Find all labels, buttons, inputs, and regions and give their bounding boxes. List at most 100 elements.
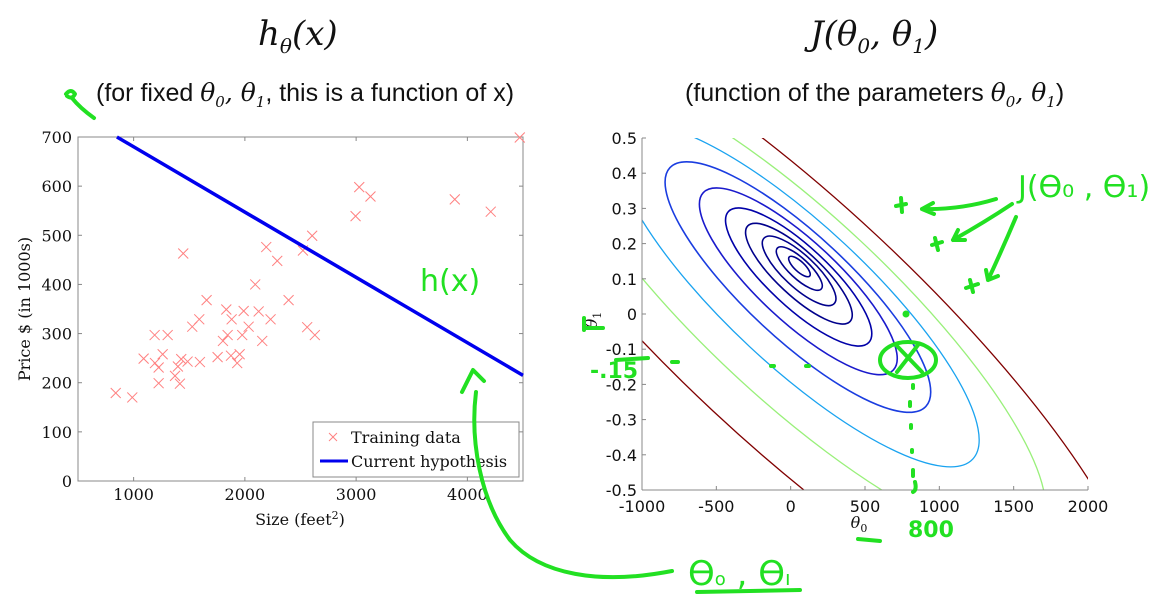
y-tick-label: 0.4 <box>612 164 637 183</box>
right-subtitle-math: θ0, θ1 <box>990 78 1056 111</box>
training-point <box>157 348 169 360</box>
training-point <box>175 353 187 365</box>
right-subtitle-text-end: ) <box>1055 79 1065 107</box>
x-tick-label: 2000 <box>1068 497 1109 516</box>
x-tick-label: 0 <box>786 497 796 516</box>
x-tick-label: -500 <box>698 497 734 516</box>
ink-dashed-guide-h <box>670 360 811 368</box>
training-point <box>449 194 461 205</box>
y-tick-label: 100 <box>41 423 72 442</box>
left-subtitle-text-end: , this is a function of x) <box>265 79 515 107</box>
training-point <box>226 313 237 325</box>
contour-level <box>642 138 1047 490</box>
ink-x-current-point <box>894 343 924 374</box>
training-point <box>212 351 223 363</box>
training-point <box>186 321 198 333</box>
ink-arrow-1 <box>920 197 998 216</box>
contour-level <box>787 255 812 278</box>
legend-hypothesis-label: Current hypothesis <box>351 452 507 471</box>
y-tick-label: 400 <box>41 275 72 294</box>
ink-theta-label: ϴo , ϴı <box>688 554 791 594</box>
training-point <box>350 210 361 222</box>
right-axis-ticks: -1000 -500 0 500 1000 1500 2000 -0.5 -0.4 -0.3 -0.… <box>606 129 1109 516</box>
contour-level <box>775 246 824 292</box>
training-point <box>249 279 261 290</box>
training-data-points <box>110 132 526 403</box>
ink-theta0-underline <box>856 537 882 543</box>
training-point <box>222 329 233 341</box>
x-tick-label: 3000 <box>336 485 377 504</box>
y-tick-label: -0.2 <box>606 375 637 394</box>
y-tick-label: 200 <box>41 374 72 393</box>
training-point <box>234 348 245 360</box>
contour-level <box>642 138 980 468</box>
training-point <box>177 248 189 259</box>
ink-theta1-underline <box>582 316 605 332</box>
x-tick-label: 1000 <box>919 497 960 516</box>
legend-training-marker <box>328 432 338 442</box>
y-tick-label: 0 <box>627 305 637 324</box>
training-point <box>201 294 212 306</box>
ink-minus-015-label: -.15 <box>590 359 638 384</box>
training-point <box>365 191 376 202</box>
contour-level <box>724 207 873 347</box>
ink-x-mark-3 <box>964 278 980 294</box>
contour-level <box>698 187 899 376</box>
training-point <box>149 357 161 369</box>
y-tick-label: 600 <box>41 177 72 196</box>
training-point <box>225 350 237 362</box>
y-tick-label: -0.3 <box>606 411 637 430</box>
ink-theta-underline <box>695 588 802 594</box>
contour-level <box>744 222 854 325</box>
training-point <box>126 392 138 403</box>
training-point <box>220 304 232 315</box>
right-title: J(θ0, θ1) <box>810 14 939 58</box>
training-point <box>194 356 206 368</box>
y-tick-label: 0.3 <box>612 199 637 218</box>
training-point <box>271 255 283 267</box>
training-point <box>153 377 165 389</box>
cost-contour-plot: -1000 -500 0 500 1000 1500 2000 -0.5 -0.4 -0.3 -0.… <box>582 129 1109 535</box>
legend-box <box>312 421 520 478</box>
ink-curved-arrow <box>472 390 674 580</box>
x-tick-label: 4000 <box>447 485 488 504</box>
y-tick-label: 500 <box>41 226 72 245</box>
training-point <box>485 206 497 218</box>
x-tick-label: 500 <box>850 497 881 516</box>
left-title: hθ(x) <box>258 14 338 58</box>
ink-arrow-2 <box>951 202 1014 242</box>
training-point <box>169 370 181 382</box>
right-subtitle: (function of the parameters θ0, θ1) <box>685 78 1064 111</box>
ink-annotations: h(x) ϴo , ϴı 800 -.15 J(ϴ₀ , ϴ₁) <box>64 89 1150 594</box>
y-tick-label: 700 <box>41 128 72 147</box>
right-x-axis-label: θ0 <box>851 513 868 535</box>
training-point <box>217 335 229 347</box>
training-point <box>283 294 294 306</box>
ink-x-mark-1 <box>894 196 908 214</box>
training-point <box>138 353 149 364</box>
ink-dashed-guide-v <box>908 383 918 494</box>
training-point <box>231 357 243 369</box>
training-point <box>306 230 318 242</box>
training-point <box>243 321 255 333</box>
y-tick-label: -0.4 <box>606 446 637 465</box>
left-axis-ticks: 1000 2000 3000 4000 0 100 200 300 400 500 600 700 <box>41 128 523 504</box>
ink-x-mark-2 <box>930 236 944 252</box>
training-point <box>260 241 272 253</box>
hypothesis-scatter-plot: 1000 2000 3000 4000 0 100 200 300 400 500 600 700 S… <box>15 128 526 529</box>
training-point <box>172 361 184 372</box>
contour-lines <box>642 138 1088 490</box>
ink-dash-1 <box>614 356 650 362</box>
ink-h-of-x: h(x) <box>420 264 480 299</box>
training-point <box>309 329 321 341</box>
contour-level <box>642 138 1088 490</box>
y-tick-label: 0.1 <box>612 270 637 289</box>
ink-arrow-3 <box>984 215 1018 282</box>
training-point <box>514 132 526 143</box>
x-tick-label: 1000 <box>113 485 154 504</box>
training-point <box>162 329 174 341</box>
training-point <box>256 335 268 347</box>
ink-arrow-head <box>460 368 486 394</box>
left-subtitle: (for fixed θ0, θ1, this is a function of… <box>96 78 514 111</box>
y-tick-label: 0 <box>62 472 72 491</box>
